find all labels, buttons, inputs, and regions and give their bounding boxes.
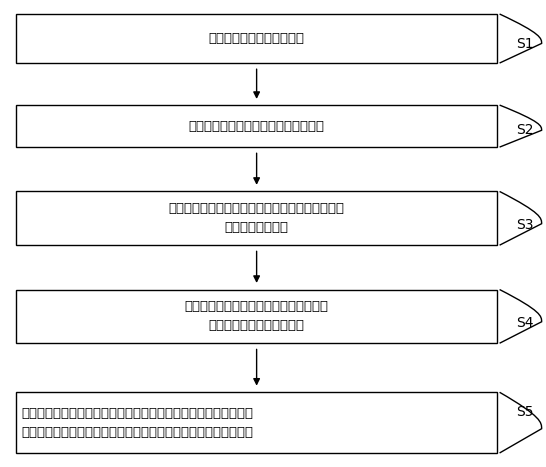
Text: S1: S1 <box>516 37 533 51</box>
Text: S2: S2 <box>516 123 533 137</box>
Text: 根据所述最小纠偏半径和最优特征子集，
构建盾构机的纠偏数学模型: 根据所述最小纠偏半径和最优特征子集， 构建盾构机的纠偏数学模型 <box>185 300 329 333</box>
Text: 确定所述纠偏原理模型的最小纠偏半径: 确定所述纠偏原理模型的最小纠偏半径 <box>188 120 325 133</box>
Bar <box>16 392 497 453</box>
Text: 构建盾构机的纠偏原理模型: 构建盾构机的纠偏原理模型 <box>209 32 305 45</box>
Bar <box>16 105 497 147</box>
Text: 基于所述纠偏数学模型，通过人工蜂群算法优化所述最优特征子集
得到控制参数；并根据所述控制参数控制盾构机掘进姿态进行纠偏: 基于所述纠偏数学模型，通过人工蜂群算法优化所述最优特征子集 得到控制参数；并根据… <box>22 407 254 439</box>
Text: S3: S3 <box>516 218 533 232</box>
Bar <box>16 191 497 245</box>
Text: 利用人工蚁群算法对预设的盾构机参数进行处理，
得到最优特征子集: 利用人工蚁群算法对预设的盾构机参数进行处理， 得到最优特征子集 <box>169 202 345 234</box>
Bar <box>16 14 497 63</box>
Text: S5: S5 <box>516 405 533 419</box>
Text: S4: S4 <box>516 316 533 330</box>
Bar <box>16 290 497 343</box>
